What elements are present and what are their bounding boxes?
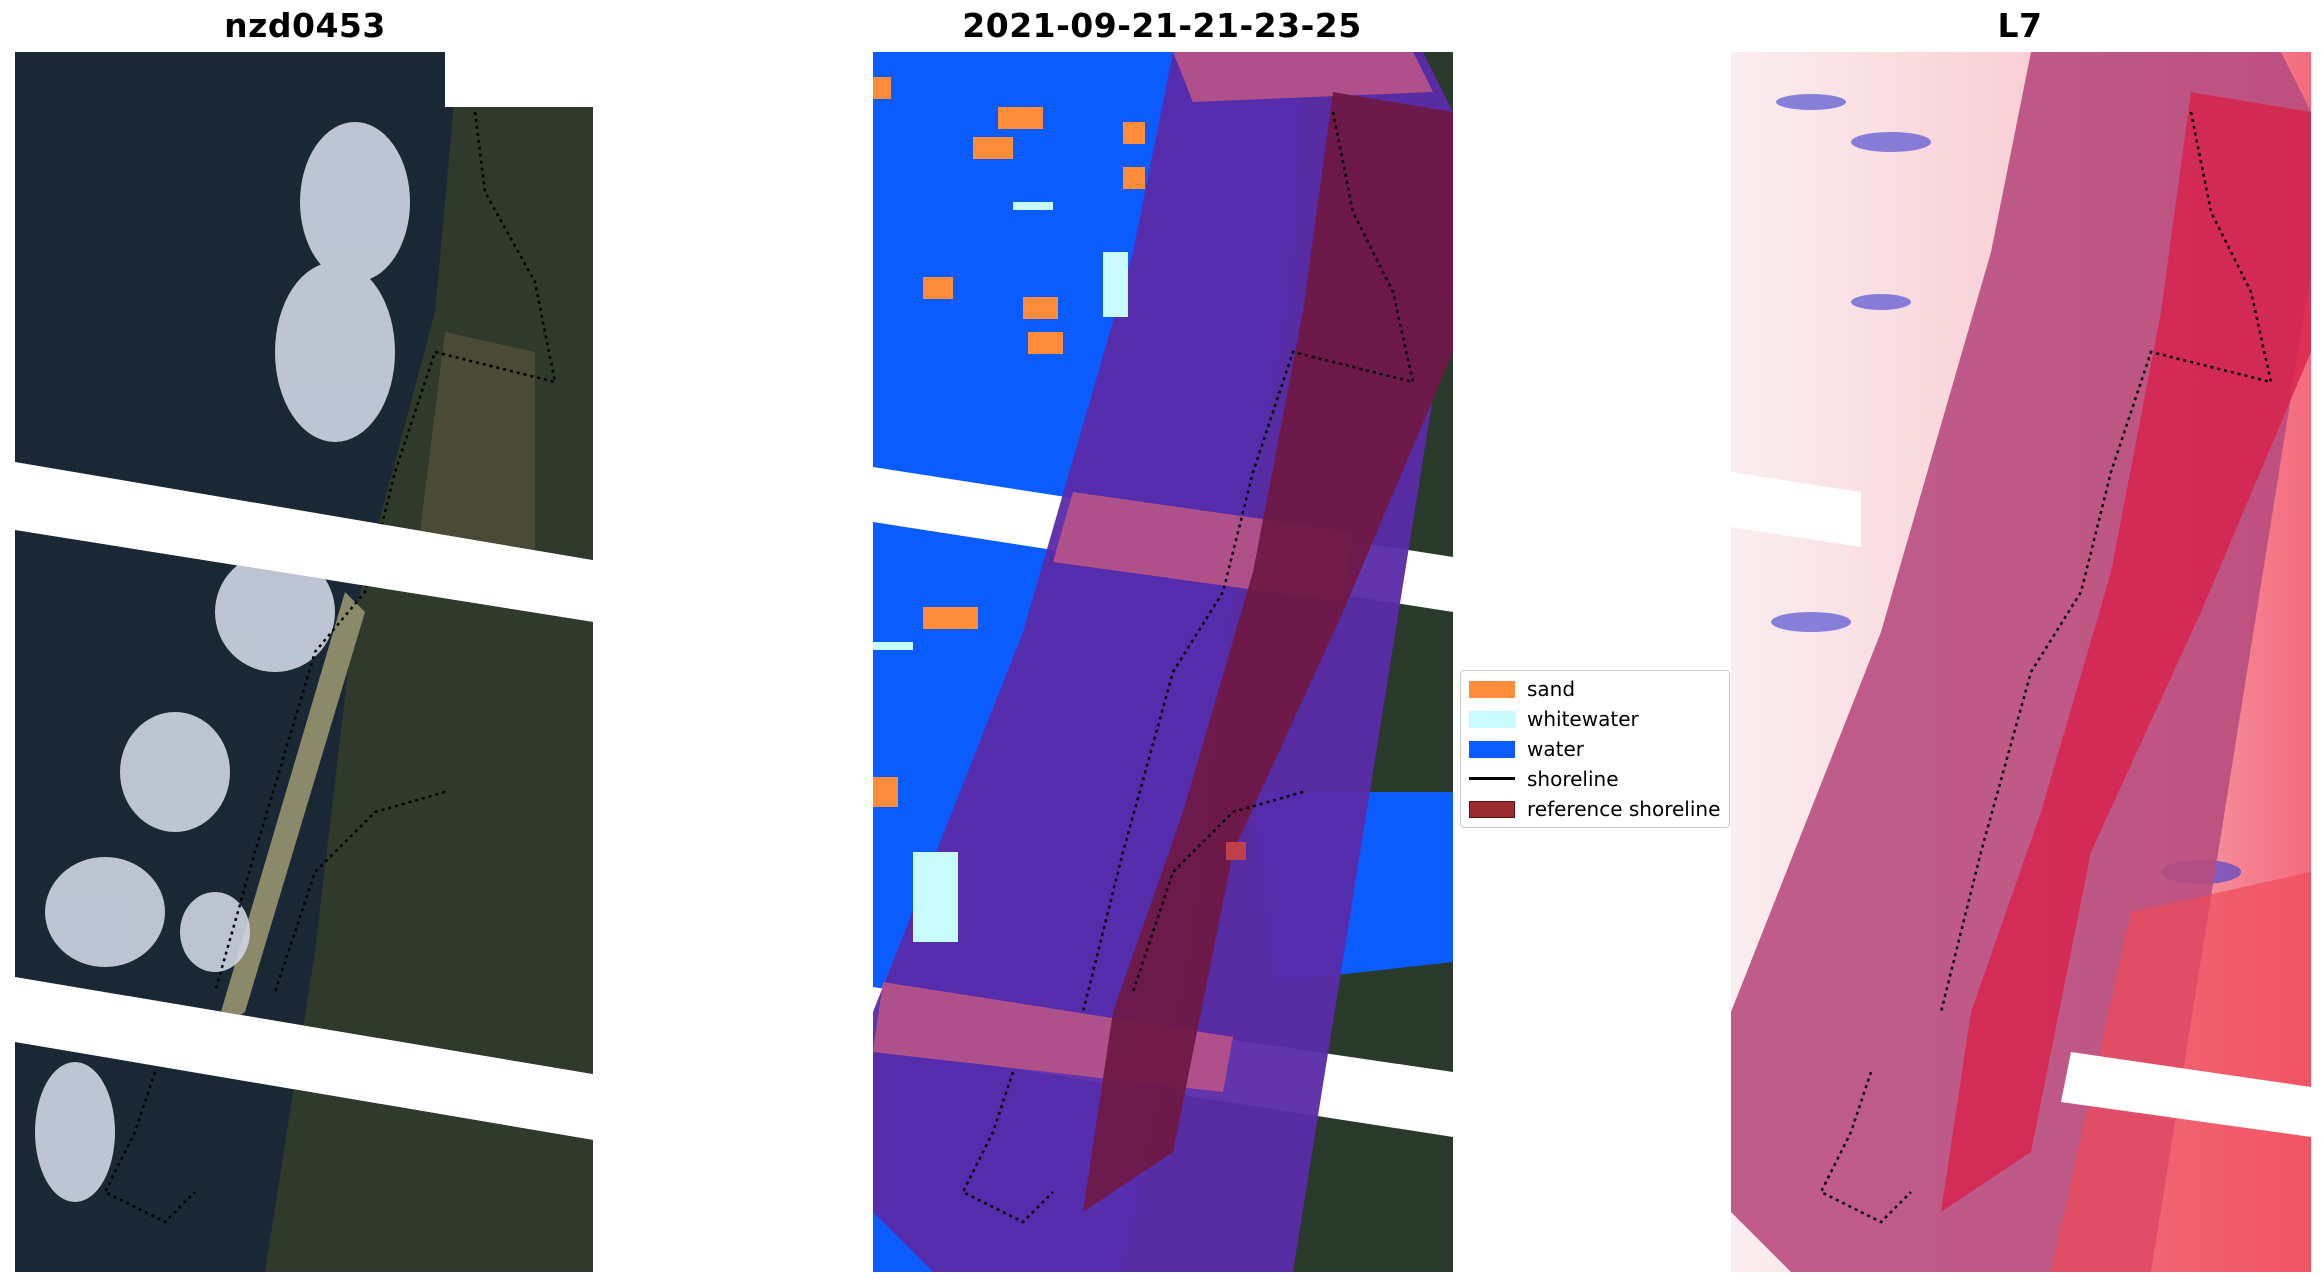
classification-panel [873, 52, 1453, 1272]
rgb-image-panel [15, 52, 593, 1272]
beach-strip [215, 592, 365, 1032]
water-swatch [1469, 741, 1515, 758]
shoreline-trace-3 [961, 1071, 1054, 1224]
legend-label-reference-shoreline: reference shoreline [1527, 797, 1721, 821]
overlay-maroon [1083, 92, 1453, 1212]
legend-label-shoreline: shoreline [1527, 767, 1619, 791]
index-panel [1731, 52, 2311, 1272]
sand-swatch [1469, 681, 1515, 698]
shoreline-line-icon [1469, 777, 1515, 780]
shoreline-trace-3 [1819, 1071, 1912, 1224]
shoreline-trace-2 [1131, 790, 1304, 993]
shoreline-trace-2 [273, 790, 446, 993]
whitewater-patches [873, 202, 1128, 942]
panel-title-right: L7 [1997, 6, 2043, 45]
shoreline-trace [1081, 111, 1415, 1013]
gap-band-2 [2061, 1052, 2311, 1137]
overlay-pink-top [1173, 52, 1433, 102]
gap-band-1 [1731, 472, 1861, 547]
legend-label-whitewater: whitewater [1527, 707, 1639, 731]
sand-patches [873, 77, 1145, 807]
reference-shoreline-swatch [1469, 801, 1515, 818]
shoreline-trace [1939, 111, 2273, 1013]
shoreline-trace-3 [103, 1071, 196, 1224]
legend-label-sand: sand [1527, 677, 1576, 701]
overlay-red [1941, 92, 2311, 1212]
legend: sand whitewater water shoreline referenc… [1460, 670, 1730, 828]
shoreline-trace [213, 111, 557, 993]
panel-title-middle: 2021-09-21-21-23-25 [962, 6, 1362, 45]
panel-title-left: nzd0453 [224, 6, 386, 45]
reference-shoreline-marker [1226, 842, 1246, 860]
cloud-cover [35, 122, 410, 1202]
legend-label-water: water [1527, 737, 1584, 761]
land-patch [415, 332, 535, 572]
whitewater-swatch [1469, 711, 1515, 728]
